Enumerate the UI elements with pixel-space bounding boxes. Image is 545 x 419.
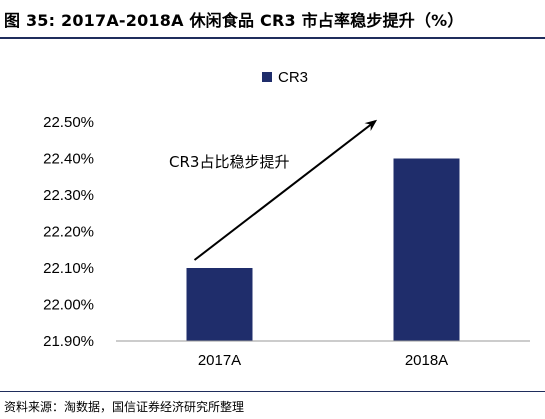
figure-title: 图 35: 2017A-2018A 休闲食品 CR3 市占率稳步提升（%） <box>4 11 464 30</box>
x-tick-label: 2018A <box>405 352 448 369</box>
bar-2017a <box>186 268 253 341</box>
y-tick-label: 22.40% <box>43 151 94 168</box>
y-tick-label: 22.20% <box>43 224 94 241</box>
x-tick-label: 2017A <box>198 352 241 369</box>
y-tick-label: 22.50% <box>43 114 94 131</box>
title-bar: 图 35: 2017A-2018A 休闲食品 CR3 市占率稳步提升（%） <box>0 0 545 39</box>
y-tick-label: 22.10% <box>43 260 94 277</box>
source-bar: 资料来源：淘数据，国信证券经济研究所整理 <box>0 391 545 419</box>
bar-chart: 21.90% 22.00% 22.10% 22.20% 22.30% 22.40% 22.5… <box>43 69 530 369</box>
legend-swatch-cr3 <box>262 72 272 82</box>
y-tick-label: 21.90% <box>43 333 94 350</box>
annotation-label: CR3占比稳步提升 <box>169 153 289 171</box>
trend-arrow <box>193 119 378 261</box>
y-tick-label: 22.00% <box>43 297 94 314</box>
bar-2018a <box>393 158 460 341</box>
chart-area: 21.90% 22.00% 22.10% 22.20% 22.30% 22.40% 22.5… <box>0 39 545 391</box>
y-tick-label: 22.30% <box>43 187 94 204</box>
legend-label-cr3: CR3 <box>278 69 308 86</box>
source-note: 资料来源：淘数据，国信证券经济研究所整理 <box>4 400 245 414</box>
